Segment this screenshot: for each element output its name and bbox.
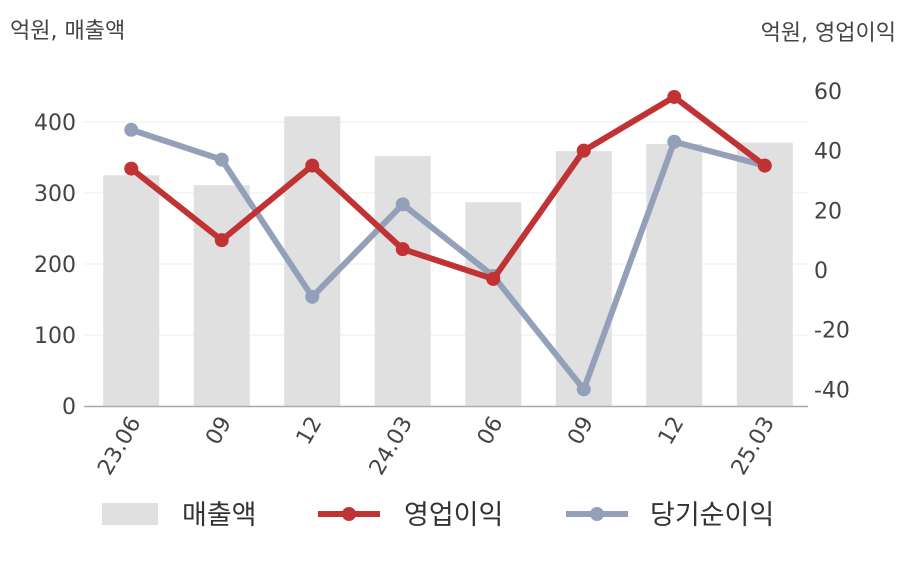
operating-profit-point <box>305 158 320 173</box>
x-tick-label: 23.06 <box>93 413 146 480</box>
operating-profit-line <box>128 93 768 282</box>
x-tick-label: 12 <box>654 413 690 450</box>
legend-swatch-revenue <box>102 503 158 525</box>
legend-marker-net-profit <box>590 507 604 521</box>
operating-profit-point <box>395 242 410 257</box>
left-tick-label: 100 <box>34 324 76 349</box>
x-axis-ticks: 23.06 09 12 24.03 06 09 12 25.03 <box>93 413 780 480</box>
revenue-bar <box>103 175 160 406</box>
net-profit-point <box>667 134 682 149</box>
left-tick-label: 300 <box>34 182 76 207</box>
revenue-bar <box>736 142 793 406</box>
net-profit-point <box>395 197 410 212</box>
net-profit-point <box>576 382 591 397</box>
right-tick-label: 20 <box>814 199 842 224</box>
x-tick-label: 25.03 <box>727 413 780 480</box>
net-profit-point <box>214 152 229 167</box>
legend-label-operating-profit: 영업이익 <box>404 500 503 531</box>
right-tick-label: 60 <box>814 80 842 105</box>
left-tick-label: 200 <box>34 253 76 278</box>
net-profit-line <box>128 126 768 393</box>
right-axis-ticks: -40 -20 0 20 40 60 <box>814 80 850 403</box>
operating-profit-point <box>486 271 501 286</box>
right-tick-label: 40 <box>814 140 842 165</box>
profit-lines <box>124 89 772 397</box>
x-tick-label: 12 <box>292 413 328 450</box>
left-unit-label: 억원, 매출액 <box>10 19 125 44</box>
net-profit-point <box>124 122 139 137</box>
operating-profit-point <box>667 89 682 104</box>
legend-marker-operating-profit <box>342 507 356 521</box>
net-profit-point <box>305 289 320 304</box>
revenue-bar <box>646 144 703 406</box>
left-tick-label: 0 <box>62 395 76 420</box>
right-tick-label: 0 <box>814 259 828 284</box>
operating-profit-point <box>576 143 591 158</box>
right-unit-label: 억원, 영업이익 <box>761 21 896 46</box>
operating-profit-point <box>757 158 772 173</box>
legend: 매출액 영업이익 당기순이익 <box>102 500 774 531</box>
right-tick-label: -40 <box>814 378 850 403</box>
x-tick-label: 06 <box>473 413 509 450</box>
right-tick-label: -20 <box>814 319 850 344</box>
left-tick-label: 400 <box>34 111 76 136</box>
revenue-bar <box>374 156 431 406</box>
operating-profit-point <box>214 233 229 248</box>
legend-label-net-profit: 당기순이익 <box>650 500 774 531</box>
x-tick-label: 09 <box>201 413 237 450</box>
x-tick-label: 24.03 <box>365 413 418 480</box>
operating-profit-point <box>124 161 139 176</box>
legend-label-revenue: 매출액 <box>182 500 257 531</box>
left-axis-ticks: 0 100 200 300 400 <box>34 111 76 420</box>
revenue-bar <box>193 185 250 406</box>
x-tick-label: 09 <box>563 413 599 450</box>
